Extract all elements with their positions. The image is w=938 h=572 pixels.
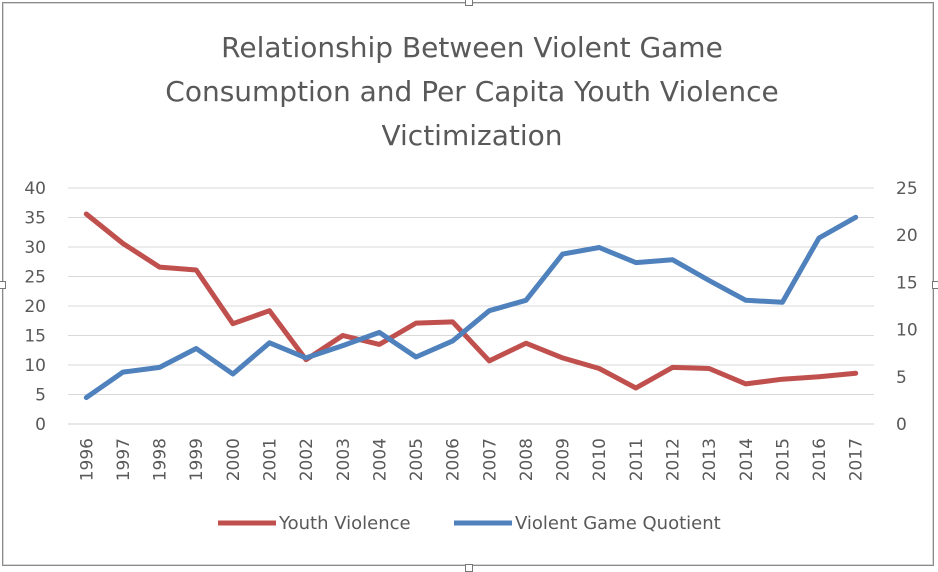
series-line-violent-game-quotient <box>83 214 859 401</box>
resize-handle-right[interactable] <box>932 281 938 289</box>
x-tick-label: 2007 <box>480 438 500 481</box>
y-left-tick-label: 40 <box>24 179 46 199</box>
x-tick-label: 2016 <box>810 438 830 481</box>
y-right-tick-label: 10 <box>896 321 918 341</box>
x-tick-label: 2014 <box>737 438 757 481</box>
y-right-tick-label: 5 <box>896 368 907 388</box>
legend-label-violent-game-quotient: Violent Game Quotient <box>515 513 721 534</box>
x-tick-label: 2003 <box>334 438 354 481</box>
x-tick-label: 2004 <box>370 438 390 481</box>
resize-handle-top[interactable] <box>465 0 473 6</box>
y-left-tick-label: 35 <box>24 209 46 229</box>
chart-title-line-3: Victimization <box>381 119 562 152</box>
x-tick-label: 2010 <box>590 438 610 481</box>
x-tick-label: 2002 <box>297 438 317 481</box>
x-tick-label: 2011 <box>627 438 647 481</box>
x-tick-label: 2005 <box>407 438 427 481</box>
x-tick-label: 2000 <box>224 438 244 481</box>
series-line-youth-violence <box>83 211 859 391</box>
y-right-tick-label: 20 <box>896 226 918 246</box>
y-left-tick-label: 5 <box>35 386 46 406</box>
x-tick-label: 2009 <box>554 438 574 481</box>
x-tick-label: 2013 <box>700 438 720 481</box>
y-left-tick-label: 20 <box>24 297 46 317</box>
x-tick-label: 1998 <box>151 438 171 481</box>
chart-title-line-2: Consumption and Per Capita Youth Violenc… <box>165 75 778 108</box>
x-tick-label: 2001 <box>261 438 281 481</box>
legend: Youth Violence Violent Game Quotient <box>218 513 721 534</box>
chart-title: Relationship Between Violent Game Consum… <box>165 31 778 152</box>
x-tick-label: 2006 <box>444 438 464 481</box>
chart-title-line-1: Relationship Between Violent Game <box>221 31 723 64</box>
y-axis-left: 0 5 10 15 20 25 30 35 40 <box>24 179 46 435</box>
x-tick-label: 1997 <box>114 438 134 481</box>
y-left-tick-label: 30 <box>24 238 46 258</box>
x-tick-label: 2012 <box>664 438 684 481</box>
resize-handle-left[interactable] <box>0 281 6 289</box>
y-right-tick-label: 15 <box>896 273 918 293</box>
x-tick-label: 1996 <box>77 438 97 481</box>
x-axis: 1996 1997 1998 1999 2000 2001 2002 2003 2004 2005… <box>77 438 866 481</box>
y-left-tick-label: 0 <box>35 415 46 435</box>
x-tick-label: 2015 <box>773 438 793 481</box>
y-left-tick-label: 10 <box>24 356 46 376</box>
y-right-tick-label: 0 <box>896 415 907 435</box>
x-tick-label: 2017 <box>847 438 867 481</box>
y-left-tick-label: 25 <box>24 268 46 288</box>
y-left-tick-label: 15 <box>24 327 46 347</box>
y-axis-right: 0 5 10 15 20 25 <box>896 179 918 435</box>
gridlines <box>68 187 874 425</box>
legend-label-youth-violence: Youth Violence <box>278 513 411 534</box>
x-tick-label: 1999 <box>187 438 207 481</box>
plot-area <box>83 211 859 401</box>
y-right-tick-label: 25 <box>896 179 918 199</box>
x-tick-label: 2008 <box>517 438 537 481</box>
